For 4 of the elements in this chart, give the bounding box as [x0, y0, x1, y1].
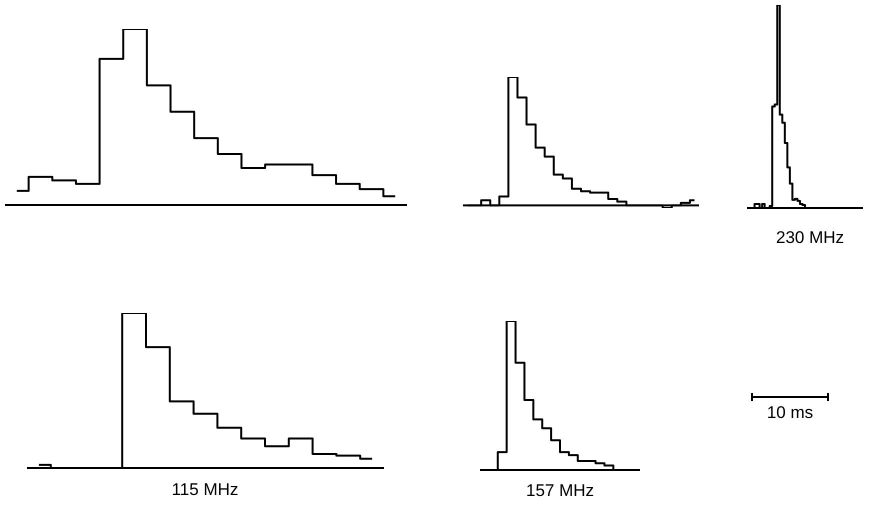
x-axis-title: 115 MHz	[172, 480, 238, 500]
x-axis-title: 230 MHz	[776, 228, 844, 248]
text: 10 ms	[766, 403, 814, 423]
x-axis-title: 157 MHz	[526, 481, 594, 501]
